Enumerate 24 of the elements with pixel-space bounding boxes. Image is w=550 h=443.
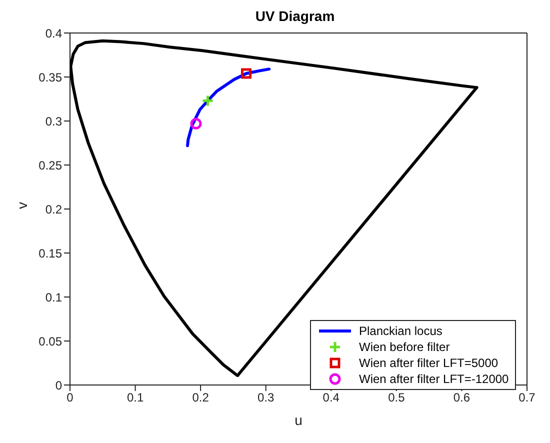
- x-axis-title: u: [294, 412, 302, 428]
- y-tick-label: 0.05: [38, 334, 62, 348]
- x-tick-label: 0.5: [388, 390, 406, 405]
- y-axis-title: v: [14, 202, 30, 209]
- y-tick-label: 0.2: [45, 202, 62, 216]
- y-tick-label: 0.3: [45, 114, 62, 128]
- y-tick-label: 0.25: [38, 158, 62, 172]
- y-tick-label: 0.1: [45, 290, 62, 304]
- x-tick-label: 0.7: [518, 390, 536, 405]
- legend-label: Wien after filter LFT=-12000: [359, 372, 509, 386]
- x-tick-label: 0.2: [192, 390, 210, 405]
- chart-title: UV Diagram: [254, 8, 336, 26]
- y-tick-label: 0.15: [38, 246, 62, 260]
- y-tick-label: 0: [55, 378, 62, 392]
- legend-label: Planckian locus: [359, 324, 442, 338]
- x-tick-label: 0.3: [258, 390, 275, 405]
- legend-label: Wien after filter LFT=5000: [359, 356, 498, 370]
- x-tick-label: 0.6: [453, 390, 470, 405]
- x-tick-label: 0.1: [126, 390, 144, 405]
- x-tick-label: 0.4: [322, 390, 340, 405]
- legend-label: Wien before filter: [359, 340, 450, 354]
- y-tick-label: 0.4: [45, 26, 62, 40]
- y-tick-label: 0.35: [38, 70, 62, 84]
- x-tick-label: 0: [66, 390, 74, 405]
